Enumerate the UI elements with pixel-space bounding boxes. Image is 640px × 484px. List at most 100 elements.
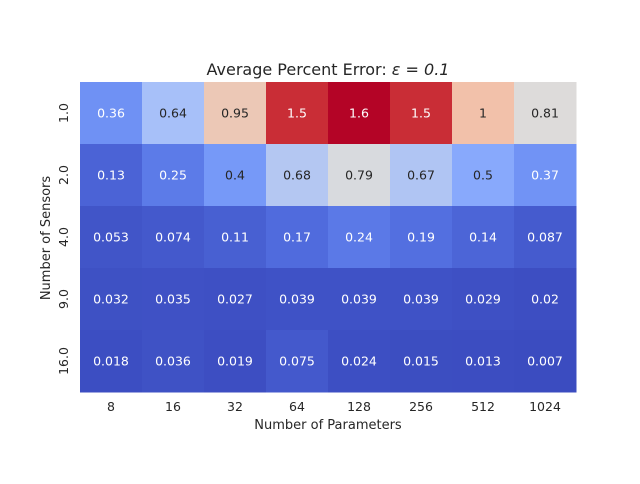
heatmap-cell-label: 0.007 <box>527 354 563 369</box>
heatmap-cell-label: 1.6 <box>349 106 369 121</box>
x-tick-label: 16 <box>165 399 181 414</box>
heatmap-cell-label: 0.68 <box>283 168 311 183</box>
heatmap-cell <box>390 206 453 269</box>
heatmap-cell <box>266 82 329 145</box>
x-tick-label: 32 <box>227 399 243 414</box>
heatmap-cell-label: 0.81 <box>531 106 559 121</box>
heatmap-cell <box>328 206 391 269</box>
x-axis-label: Number of Parameters <box>254 418 402 433</box>
heatmap-cell <box>204 144 267 207</box>
heatmap-cell <box>80 268 143 331</box>
heatmap-cell-label: 0.24 <box>345 230 373 245</box>
heatmap-cell-label: 0.13 <box>97 168 125 183</box>
heatmap-cell-label: 0.027 <box>217 292 253 307</box>
heatmap-cell <box>452 206 515 269</box>
heatmap-cell-label: 0.019 <box>217 354 253 369</box>
heatmap-cell <box>266 144 329 207</box>
heatmap-cell-label: 0.17 <box>283 230 311 245</box>
y-tick-label: 16.0 <box>56 347 71 375</box>
heatmap-cell <box>390 144 453 207</box>
heatmap-cell-label: 0.036 <box>155 354 191 369</box>
y-tick-label: 9.0 <box>56 289 71 309</box>
heatmap-cell-label: 0.039 <box>403 292 439 307</box>
heatmap-cell-label: 0.4 <box>225 168 245 183</box>
heatmap-cell <box>452 268 515 331</box>
heatmap-cell <box>390 268 453 331</box>
heatmap-cell <box>142 144 205 207</box>
heatmap-cell-label: 0.075 <box>279 354 315 369</box>
heatmap-cell <box>328 268 391 331</box>
heatmap-cell-label: 0.029 <box>465 292 501 307</box>
heatmap-cell-label: 1.5 <box>411 106 431 121</box>
heatmap-cell <box>266 268 329 331</box>
chart-title-text: Average Percent Error: <box>207 60 392 79</box>
heatmap-cell-labels: 0.36 0.64 0.95 1.5 1.6 1.5 1 0.81 0.13 0.25 0.4 0.6… <box>93 106 563 369</box>
heatmap-cell <box>514 82 577 145</box>
heatmap-cell <box>328 82 391 145</box>
heatmap-cell-label: 0.018 <box>93 354 129 369</box>
heatmap-cell <box>514 330 577 393</box>
heatmap-cell <box>514 144 577 207</box>
heatmap-cell-label: 0.14 <box>469 230 497 245</box>
heatmap-cell-label: 0.36 <box>97 106 125 121</box>
heatmap-cell <box>204 330 267 393</box>
heatmap-cell-label: 0.087 <box>527 230 563 245</box>
heatmap-cell-label: 0.013 <box>465 354 501 369</box>
heatmap-cells <box>80 82 577 393</box>
heatmap-cell <box>142 206 205 269</box>
y-axis-label: Number of Sensors <box>39 176 54 301</box>
heatmap-cell-label: 0.25 <box>159 168 187 183</box>
heatmap-cell <box>80 330 143 393</box>
heatmap-cell-label: 0.039 <box>279 292 315 307</box>
heatmap-cell-label: 0.5 <box>473 168 493 183</box>
heatmap-cell-label: 0.95 <box>221 106 249 121</box>
heatmap-cell <box>452 144 515 207</box>
heatmap-cell <box>514 206 577 269</box>
heatmap-cell <box>514 268 577 331</box>
heatmap-cell <box>142 330 205 393</box>
heatmap-cell-label: 0.11 <box>221 230 249 245</box>
chart-title-math: ε = 0.1 <box>392 60 450 79</box>
heatmap-cell <box>452 82 515 145</box>
heatmap-cell <box>266 330 329 393</box>
y-tick-label: 2.0 <box>56 165 71 185</box>
heatmap-cell-label: 0.039 <box>341 292 377 307</box>
heatmap-cell <box>80 144 143 207</box>
x-tick-label: 256 <box>409 399 433 414</box>
heatmap-cell-label: 0.37 <box>531 168 559 183</box>
x-tick-label: 512 <box>471 399 495 414</box>
y-tick-label: 4.0 <box>56 227 71 247</box>
heatmap-cell-label: 0.015 <box>403 354 439 369</box>
chart-title: Average Percent Error: ε = 0.1 <box>207 60 450 79</box>
x-axis-ticks: 8 16 32 64 128 256 512 1024 <box>107 399 561 414</box>
heatmap-cell <box>80 82 143 145</box>
heatmap-cell-label: 0.19 <box>407 230 435 245</box>
x-tick-label: 8 <box>107 399 115 414</box>
x-tick-label: 64 <box>289 399 305 414</box>
heatmap-cell <box>452 330 515 393</box>
heatmap-cell-label: 0.79 <box>345 168 373 183</box>
y-tick-label: 1.0 <box>56 103 71 123</box>
heatmap-cell <box>142 268 205 331</box>
heatmap-cell <box>328 144 391 207</box>
heatmap-cell-label: 1.5 <box>287 106 307 121</box>
heatmap-cell <box>80 206 143 269</box>
heatmap-cell <box>204 82 267 145</box>
heatmap-cell <box>328 330 391 393</box>
heatmap-cell <box>390 330 453 393</box>
heatmap-cell-label: 0.024 <box>341 354 377 369</box>
x-tick-label: 128 <box>347 399 371 414</box>
heatmap-cell-label: 0.67 <box>407 168 435 183</box>
heatmap-cell-label: 0.64 <box>159 106 187 121</box>
y-axis-ticks: 1.0 2.0 4.0 9.0 16.0 <box>56 103 71 375</box>
heatmap-cell <box>390 82 453 145</box>
heatmap-cell-label: 1 <box>479 106 487 121</box>
heatmap-cell <box>204 268 267 331</box>
heatmap-cell-label: 0.053 <box>93 230 129 245</box>
heatmap-cell <box>142 82 205 145</box>
heatmap-cell <box>266 206 329 269</box>
heatmap-cell-label: 0.032 <box>93 292 129 307</box>
heatmap-cell-label: 0.02 <box>531 292 559 307</box>
